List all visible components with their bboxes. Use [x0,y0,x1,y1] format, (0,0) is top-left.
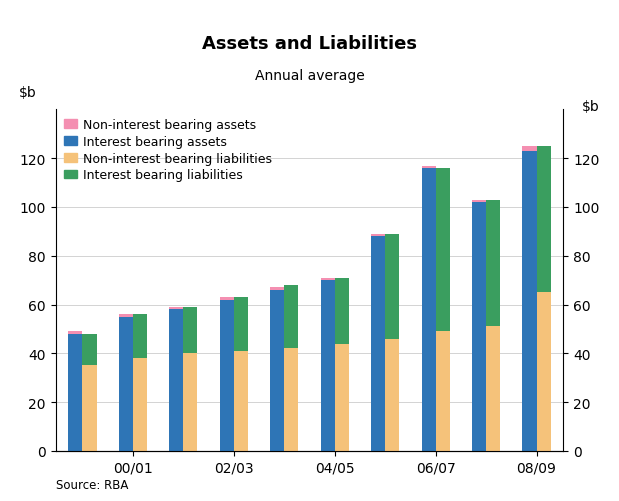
Y-axis label: $b: $b [19,86,37,100]
Bar [422,169,436,451]
Bar [234,351,248,451]
Bar [385,339,399,451]
Bar [522,147,537,152]
Bar [220,298,234,300]
Legend: Non-interest bearing assets, Interest bearing assets, Non-interest bearing liabi: Non-interest bearing assets, Interest be… [62,116,275,184]
Bar [119,317,133,451]
Bar [133,315,147,358]
Bar [436,332,450,451]
Text: Source: RBA: Source: RBA [56,478,128,491]
Bar [270,288,284,290]
Bar [68,332,82,334]
Bar [119,315,133,317]
Bar [436,169,450,332]
Bar [270,290,284,451]
Bar [335,278,349,344]
Bar [422,166,436,169]
Bar [183,307,197,354]
Bar [537,293,551,451]
Bar [537,147,551,293]
Bar [321,281,335,451]
Bar [169,307,183,310]
Bar [486,327,500,451]
Bar [133,358,147,451]
Bar [234,298,248,351]
Bar [169,310,183,451]
Bar [486,200,500,327]
Bar [522,152,537,451]
Bar [472,203,486,451]
Bar [472,200,486,203]
Bar [220,300,234,451]
Bar [335,344,349,451]
Bar [371,234,385,237]
Text: Assets and Liabilities: Assets and Liabilities [202,35,417,53]
Title: Annual average: Annual average [254,69,365,83]
Bar [82,366,97,451]
Bar [385,234,399,339]
Bar [371,237,385,451]
Bar [68,334,82,451]
Bar [82,334,97,366]
Bar [284,349,298,451]
Y-axis label: $b: $b [582,100,600,114]
Bar [183,354,197,451]
Bar [284,286,298,349]
Bar [321,278,335,281]
